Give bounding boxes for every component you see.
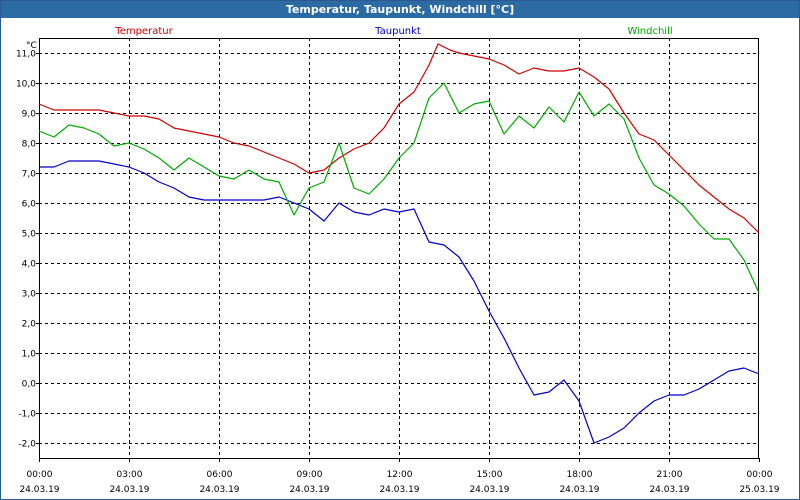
x-tick-label-time: 18:00 <box>567 470 593 480</box>
y-tick-label: 1,0 <box>22 350 37 360</box>
x-tick-label-time: 21:00 <box>657 470 683 480</box>
y-tick-label: 4,0 <box>22 260 37 270</box>
y-tick-label: -1,0 <box>18 410 36 420</box>
y-tick-label: 5,0 <box>22 230 37 240</box>
window-title: Temperatur, Taupunkt, Windchill [°C] <box>1 1 799 18</box>
legend-windchill: Windchill <box>627 26 672 37</box>
y-tick-label: 7,0 <box>22 170 37 180</box>
series-line-windchill <box>38 82 760 294</box>
x-tick-label-date: 24.03.19 <box>649 485 689 495</box>
x-tick-label-time: 12:00 <box>387 470 413 480</box>
x-tick-label-time: 00:00 <box>747 470 773 480</box>
x-tick-label-date: 24.03.19 <box>199 485 239 495</box>
y-tick-label: 6,0 <box>22 200 37 210</box>
x-tick-label-date: 25.03.19 <box>739 485 779 495</box>
x-tick-label-date: 24.03.19 <box>19 485 59 495</box>
x-tick-label-date: 24.03.19 <box>469 485 509 495</box>
x-tick-label-time: 15:00 <box>477 470 503 480</box>
y-tick-label: 0,0 <box>22 380 37 390</box>
y-tick-label: 9,0 <box>22 110 37 120</box>
y-tick-label: 10,0 <box>16 80 36 90</box>
y-tick-label: 2,0 <box>22 320 37 330</box>
legend-taupunkt: Taupunkt <box>374 26 421 37</box>
x-tick-label-date: 24.03.19 <box>109 485 149 495</box>
y-tick-label: -2,0 <box>18 440 36 450</box>
x-tick-label-time: 00:00 <box>27 470 53 480</box>
y-tick-label: 3,0 <box>22 290 37 300</box>
y-tick-label: 11,0 <box>16 50 36 60</box>
x-tick-label-date: 24.03.19 <box>289 485 329 495</box>
x-tick-label-date: 24.03.19 <box>559 485 599 495</box>
series-line-temperatur <box>38 43 760 234</box>
y-tick-label: 8,0 <box>22 140 37 150</box>
x-tick-label-time: 09:00 <box>297 470 323 480</box>
series-line-taupunkt <box>39 160 760 444</box>
y-axis-unit-label: °C <box>26 41 37 51</box>
plot-border <box>39 38 759 459</box>
x-tick-label-date: 24.03.19 <box>379 485 419 495</box>
legend-temperatur: Temperatur <box>114 26 173 37</box>
x-tick-label-time: 06:00 <box>207 470 233 480</box>
x-tick-label-time: 03:00 <box>117 470 143 480</box>
